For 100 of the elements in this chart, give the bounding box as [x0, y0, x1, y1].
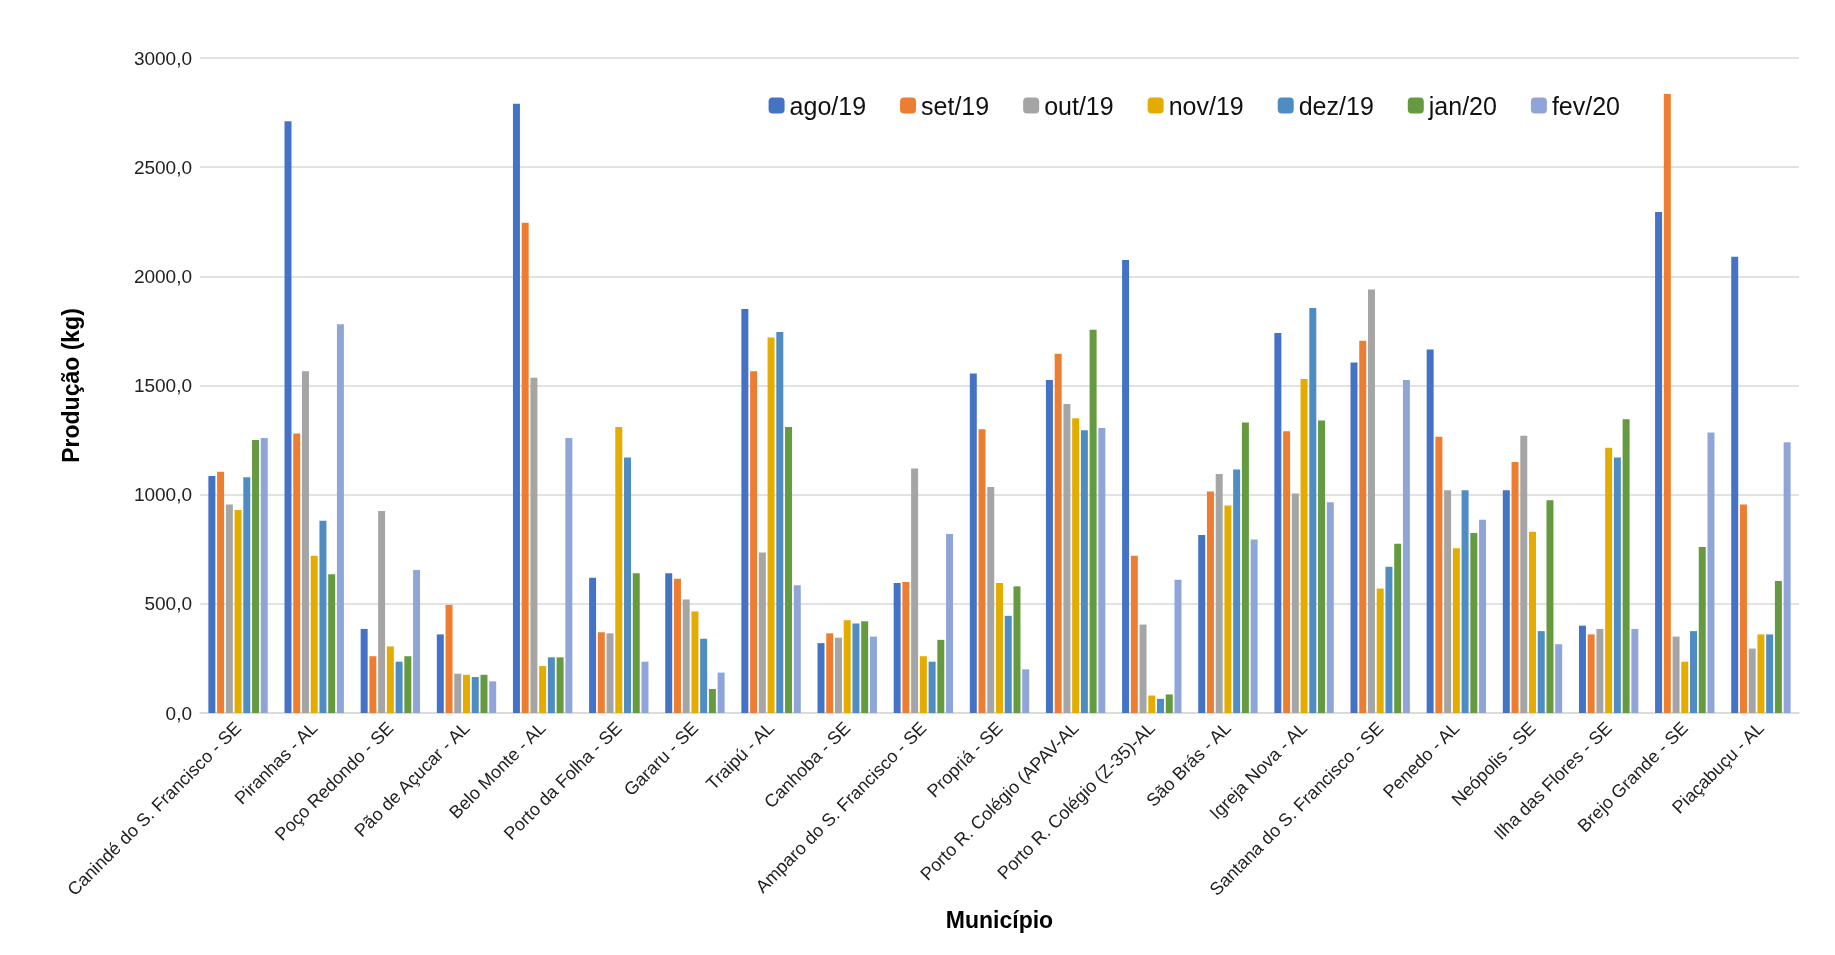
- bar: [996, 583, 1003, 713]
- bar: [328, 574, 336, 713]
- bar: [682, 599, 690, 713]
- bar: [336, 324, 344, 713]
- bar: [539, 666, 547, 713]
- bar: [293, 433, 301, 713]
- bar: [1748, 648, 1756, 713]
- bar: [597, 632, 605, 713]
- legend-label: set/19: [921, 91, 990, 120]
- bar: [436, 634, 444, 713]
- bar: [1394, 543, 1402, 713]
- bar: [1063, 404, 1071, 713]
- bar: [1605, 447, 1613, 713]
- bar: [1757, 634, 1765, 713]
- bar: [1157, 698, 1165, 713]
- bar: [785, 426, 793, 713]
- bar: [1655, 211, 1663, 713]
- bar: [1435, 436, 1443, 713]
- bar: [547, 657, 555, 713]
- bar: [1080, 430, 1088, 713]
- bar: [1690, 631, 1698, 713]
- bar: [512, 103, 520, 713]
- bar: [1013, 586, 1021, 713]
- bar: [843, 620, 851, 713]
- bar: [208, 476, 216, 713]
- bar: [978, 429, 986, 713]
- bar: [1444, 490, 1452, 713]
- bar: [1309, 307, 1317, 713]
- bar: [471, 676, 479, 713]
- bar: [869, 636, 877, 713]
- bar: [1461, 490, 1469, 713]
- bar: [793, 585, 801, 713]
- bar: [1139, 624, 1147, 713]
- bar: [665, 573, 673, 713]
- bar: [1089, 329, 1097, 713]
- bar: [1004, 615, 1012, 713]
- bar: [1072, 418, 1080, 713]
- bar: [1326, 502, 1334, 713]
- bar: [1376, 588, 1384, 713]
- bar: [758, 552, 766, 713]
- bar: [1426, 349, 1434, 713]
- y-tick-label: 2000,0: [133, 265, 192, 287]
- bar: [969, 373, 977, 713]
- bar: [284, 121, 292, 713]
- y-axis-title: Produção (kg): [57, 308, 84, 463]
- bar: [691, 611, 699, 713]
- bar: [1783, 442, 1791, 713]
- y-tick-label: 2500,0: [133, 156, 192, 178]
- bar: [530, 377, 538, 713]
- legend-label: fev/20: [1551, 91, 1621, 120]
- bar: [911, 468, 919, 713]
- bar: [463, 674, 470, 713]
- bar: [1502, 490, 1510, 713]
- bar: [624, 457, 632, 713]
- bar: [360, 628, 368, 713]
- bar: [1045, 380, 1053, 713]
- bar: [1224, 505, 1232, 713]
- bar: [1385, 566, 1393, 713]
- bar: [1291, 493, 1299, 713]
- bar: [1250, 539, 1258, 713]
- legend-label: jan/20: [1427, 91, 1497, 120]
- bar: [893, 583, 901, 713]
- bar: [1537, 631, 1545, 713]
- bar: [234, 509, 242, 713]
- bar: [700, 638, 708, 713]
- bar: [919, 656, 927, 713]
- bar: [1148, 695, 1156, 713]
- bar: [937, 639, 945, 713]
- bar: [565, 437, 573, 713]
- legend-label: nov/19: [1168, 91, 1244, 120]
- bar: [826, 633, 834, 713]
- bar: [1318, 420, 1326, 713]
- bar: [767, 337, 775, 713]
- bar: [1098, 428, 1106, 713]
- bar: [615, 426, 623, 713]
- bar: [1054, 353, 1062, 713]
- bar: [606, 633, 614, 713]
- bar: [1739, 504, 1747, 713]
- bar: [1578, 625, 1586, 713]
- bar: [395, 661, 403, 713]
- bar: [776, 332, 784, 713]
- y-tick-label: 3000,0: [133, 47, 192, 69]
- bar: [1681, 661, 1689, 713]
- bar: [1479, 519, 1487, 713]
- y-tick-label: 500,0: [144, 593, 192, 615]
- bar: [1367, 289, 1375, 713]
- bar: [404, 656, 412, 713]
- bar: [673, 578, 681, 713]
- bar: [1663, 94, 1671, 713]
- bar: [556, 657, 564, 713]
- bar: [1283, 431, 1291, 713]
- bar: [1165, 694, 1173, 713]
- bar: [252, 440, 260, 713]
- bar: [1546, 500, 1554, 713]
- bar: [454, 673, 462, 713]
- y-tick-label: 1500,0: [133, 375, 192, 396]
- bar: [1511, 461, 1519, 713]
- bar: [987, 487, 995, 713]
- legend-label: ago/19: [789, 91, 867, 120]
- bar: [319, 520, 327, 713]
